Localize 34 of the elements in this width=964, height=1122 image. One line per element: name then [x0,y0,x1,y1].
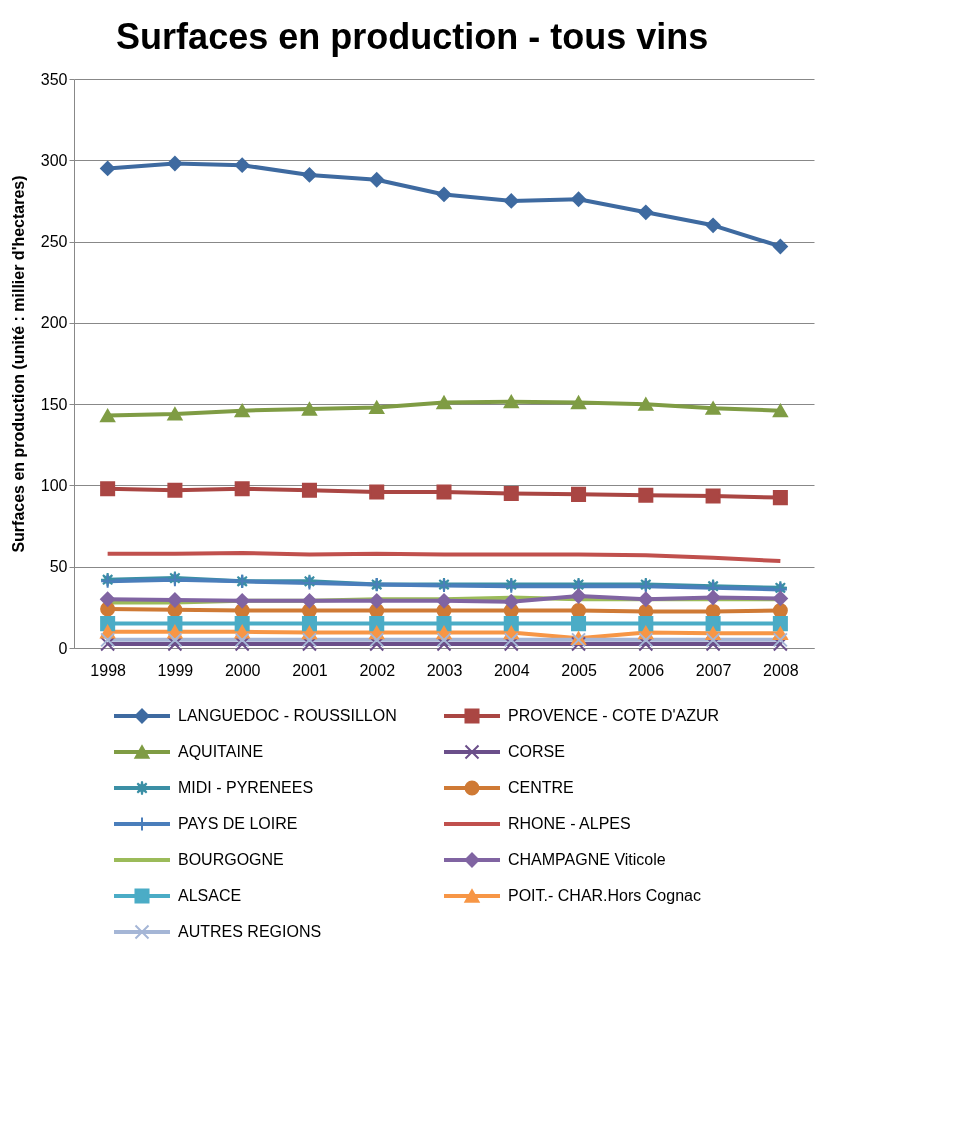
legend-label: PAYS DE LOIRE [178,815,298,832]
x-tick-label: 2000 [224,661,261,679]
x-tick-label: 2008 [763,661,799,679]
legend-label: POIT.- CHAR.Hors Cognac [508,887,701,904]
y-tick-label: 100 [40,476,68,494]
legend-label: LANGUEDOC - ROUSSILLON [178,707,397,724]
y-tick-label: 200 [40,314,68,332]
y-tick-label: 300 [40,151,68,169]
x-tick-label: 2006 [628,661,665,679]
y-tick-label: 0 [58,639,68,657]
x-tick-label: 2002 [359,661,396,679]
legend-label: ALSACE [178,887,242,904]
legend-label: MIDI - PYRENEES [178,779,314,796]
y-axis-title: Surfaces en production (unité : millier d'hectares) [9,175,27,553]
chart-title: Surfaces en production - tous vins [116,16,709,57]
x-tick-label: 1999 [157,661,194,679]
x-tick-label: 2005 [561,661,597,679]
legend-label: AQUITAINE [178,743,264,760]
x-tick-label: 2007 [695,661,732,679]
legend-label: PROVENCE - COTE D'AZUR [508,707,720,724]
legend-label: CORSE [508,743,565,760]
legend-label: AUTRES REGIONS [178,923,322,940]
y-tick-label: 50 [49,558,68,576]
legend-label: BOURGOGNE [178,851,284,868]
y-tick-label: 350 [40,70,68,88]
x-tick-label: 2003 [426,661,463,679]
x-tick-label: 2001 [292,661,328,679]
legend-label: CENTRE [508,779,574,796]
x-tick-label: 2004 [493,661,530,679]
legend-label: CHAMPAGNE Viticole [508,851,666,868]
legend-label: RHONE - ALPES [508,815,631,832]
x-tick-label: 1998 [90,661,127,679]
y-tick-label: 150 [40,395,68,413]
y-tick-label: 250 [40,233,68,251]
